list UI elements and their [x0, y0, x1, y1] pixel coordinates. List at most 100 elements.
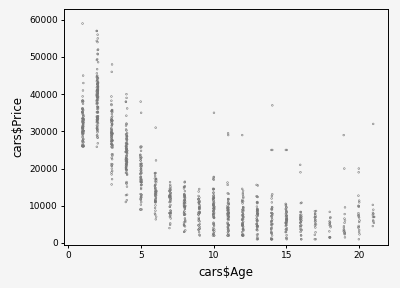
Point	[167, 190, 174, 195]
Point	[269, 222, 276, 226]
Point	[124, 162, 130, 167]
Point	[210, 215, 217, 219]
Point	[269, 194, 275, 198]
Point	[108, 118, 115, 122]
Point	[108, 98, 114, 103]
Point	[254, 237, 261, 242]
Point	[224, 209, 231, 213]
Point	[152, 176, 158, 181]
Point	[80, 119, 87, 123]
Point	[225, 214, 232, 219]
Point	[240, 222, 246, 227]
Point	[210, 209, 216, 214]
Point	[138, 170, 144, 175]
Point	[211, 175, 217, 179]
Point	[240, 208, 246, 212]
Point	[124, 151, 130, 156]
Point	[342, 218, 348, 223]
Point	[254, 232, 260, 237]
Point	[327, 235, 333, 240]
Point	[181, 192, 188, 197]
Point	[211, 223, 217, 228]
Point	[284, 217, 290, 222]
Point	[137, 152, 144, 157]
Point	[282, 230, 289, 234]
Point	[94, 88, 100, 92]
Point	[94, 88, 100, 93]
Point	[166, 189, 173, 194]
Point	[326, 223, 333, 228]
Point	[123, 156, 130, 161]
Point	[80, 128, 86, 133]
Point	[80, 101, 86, 106]
Point	[109, 108, 115, 112]
Point	[138, 166, 144, 171]
Point	[254, 209, 260, 213]
Point	[94, 117, 101, 122]
Point	[95, 105, 101, 109]
Point	[94, 118, 100, 123]
Point	[226, 205, 232, 210]
Point	[240, 212, 246, 217]
Point	[240, 199, 246, 204]
Point	[283, 223, 289, 227]
Point	[284, 233, 290, 238]
Point	[326, 229, 332, 234]
Point	[94, 109, 101, 114]
Point	[95, 110, 101, 115]
Point	[123, 113, 130, 118]
Point	[181, 209, 187, 214]
Point	[211, 204, 218, 209]
Point	[254, 208, 261, 213]
Point	[298, 237, 304, 242]
Point	[254, 195, 261, 199]
Point	[94, 89, 101, 93]
Point	[254, 222, 260, 227]
Point	[94, 82, 100, 86]
Point	[254, 211, 261, 216]
Point	[269, 205, 275, 209]
Point	[123, 193, 129, 198]
Point	[240, 219, 246, 224]
Point	[108, 131, 115, 135]
Point	[94, 130, 101, 135]
Point	[298, 215, 304, 219]
Point	[181, 204, 187, 209]
Point	[152, 193, 158, 198]
Point	[168, 216, 174, 221]
Point	[95, 110, 101, 115]
Point	[254, 223, 260, 228]
Point	[80, 114, 87, 119]
Point	[283, 230, 289, 234]
Point	[211, 200, 217, 205]
Point	[80, 121, 86, 125]
Point	[108, 133, 115, 138]
Point	[239, 133, 246, 137]
Point	[370, 219, 376, 223]
Point	[167, 187, 173, 191]
Point	[225, 197, 231, 201]
Point	[210, 201, 216, 206]
Point	[79, 130, 85, 134]
Point	[94, 93, 101, 97]
Point	[268, 237, 274, 242]
Point	[80, 144, 87, 149]
Point	[284, 217, 290, 222]
Point	[152, 199, 159, 203]
Point	[283, 202, 289, 207]
Point	[182, 204, 188, 209]
Point	[109, 145, 116, 150]
Point	[196, 218, 202, 223]
Point	[138, 145, 144, 150]
Point	[153, 177, 159, 181]
Point	[94, 119, 100, 124]
Point	[153, 191, 159, 196]
Point	[109, 152, 116, 156]
Point	[109, 152, 115, 157]
Point	[211, 212, 217, 216]
Point	[94, 98, 100, 103]
Point	[79, 119, 86, 124]
Point	[240, 215, 246, 219]
Point	[239, 217, 246, 221]
Point	[152, 217, 159, 221]
